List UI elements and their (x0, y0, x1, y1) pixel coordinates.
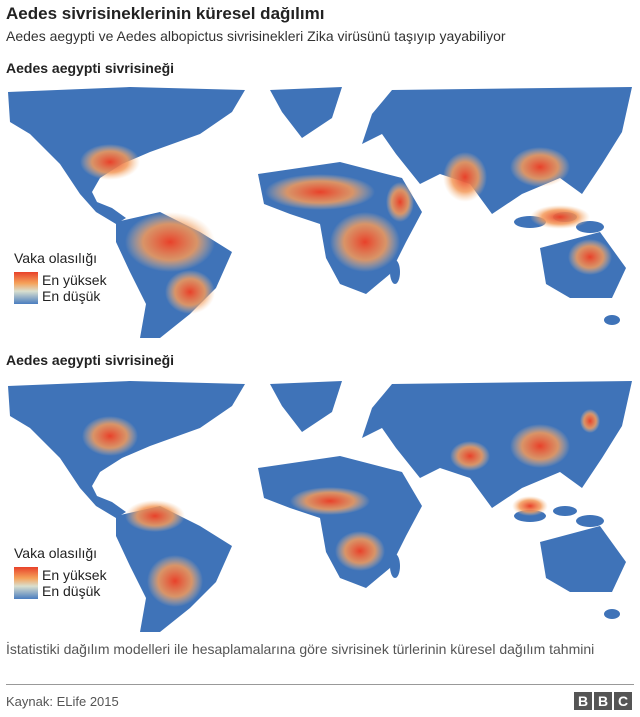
subtitle: Aedes aegypti ve Aedes albopictus sivris… (6, 28, 506, 44)
legend-gradient (14, 272, 38, 304)
title: Aedes sivrisineklerinin küresel dağılımı (6, 4, 325, 23)
risk-areas (80, 144, 612, 314)
map-title: Aedes aegypti sivrisineği (6, 60, 175, 76)
legend-high: En yüksek (42, 272, 107, 288)
legend: Vaka olasılığı En yüksek En düşük (14, 545, 107, 599)
legend: Vaka olasılığı En yüksek En düşük (14, 250, 107, 304)
legend-title: Vaka olasılığı (14, 250, 98, 266)
legend-high: En yüksek (42, 567, 107, 583)
logo-letter: C (614, 692, 632, 710)
legend-title: Vaka olasılığı (14, 545, 98, 561)
divider (6, 684, 634, 685)
logo-letter: B (594, 692, 612, 710)
legend-low: En düşük (42, 288, 101, 304)
map (0, 376, 640, 638)
risk-areas (82, 409, 600, 607)
source: Kaynak: ELife 2015 (6, 694, 119, 709)
map-title: Aedes aegypti sivrisineği (6, 352, 175, 368)
legend-low: En düşük (42, 583, 101, 599)
legend-gradient (14, 567, 38, 599)
note: İstatistiki dağılım modelleri ile hesapl… (6, 641, 595, 657)
logo-letter: B (574, 692, 592, 710)
map (0, 82, 640, 344)
